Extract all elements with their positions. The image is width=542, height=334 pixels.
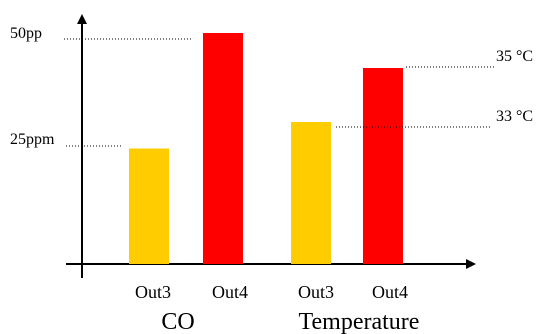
reference-label-temperature-out3: 33 °C	[496, 108, 533, 125]
category-label: Out3	[298, 282, 334, 302]
reference-label-co-out3: 25ppm	[10, 131, 55, 148]
bar-temperature-out3	[291, 122, 331, 264]
bar-temperature-out4	[363, 68, 403, 264]
category-label: Out4	[212, 282, 248, 302]
category-label: Out3	[135, 282, 171, 302]
reference-label-co-out4: 50pp	[10, 25, 42, 42]
reference-label-temperature-out4: 35 °C	[496, 48, 533, 65]
group-label: CO	[161, 309, 194, 334]
bar-co-out4	[203, 33, 243, 264]
category-label: Out4	[372, 282, 408, 302]
bar-co-out3	[129, 148, 169, 264]
group-label: Temperature	[299, 309, 420, 334]
